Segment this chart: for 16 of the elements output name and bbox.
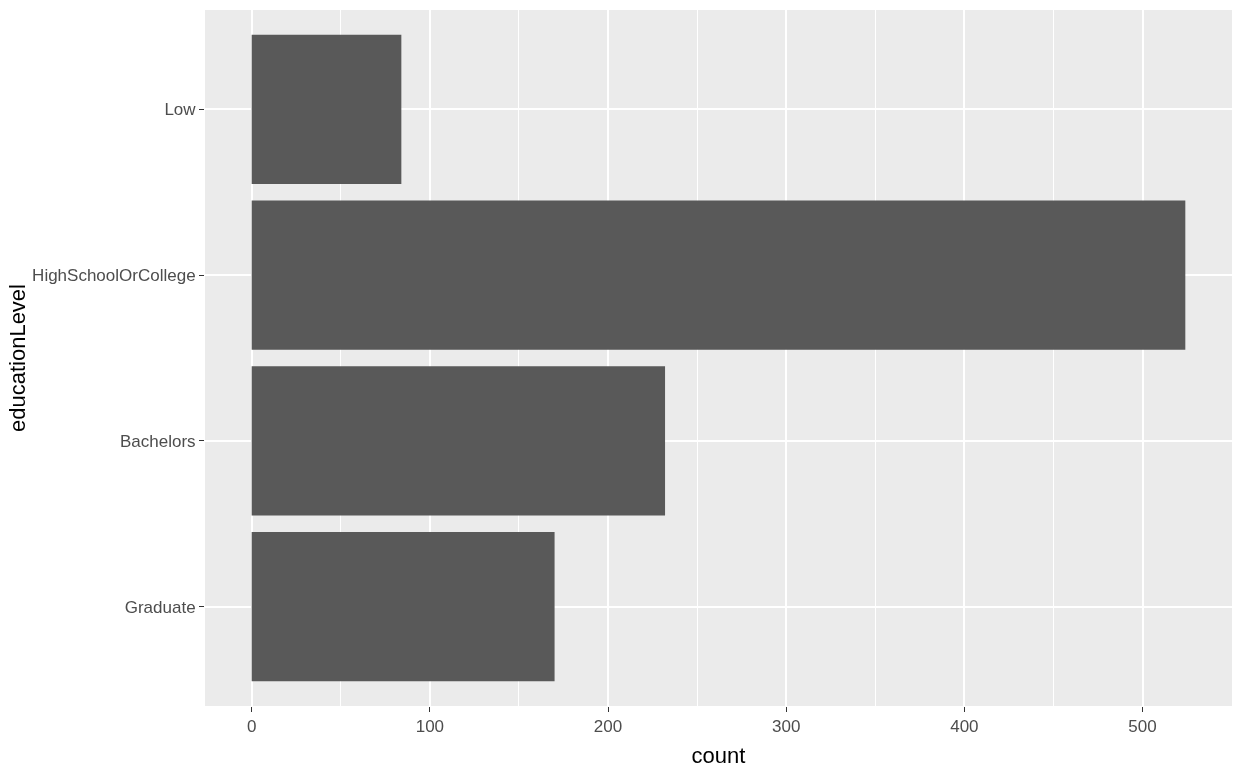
bar — [251, 34, 402, 184]
y-tick-label: Graduate — [124, 597, 196, 617]
y-tick-label: HighSchoolOrCollege — [32, 266, 196, 286]
x-tick-label: 500 — [1128, 717, 1157, 737]
x-tick-label: 300 — [772, 717, 801, 737]
y-tick-label: Bachelors — [119, 431, 196, 451]
x-tick-label: 100 — [415, 717, 445, 737]
bar — [251, 366, 666, 516]
x-tick-label: 400 — [950, 717, 979, 737]
x-axis-title: count — [691, 743, 746, 768]
bar — [251, 200, 1186, 350]
x-tick-label: 0 — [246, 717, 257, 737]
x-tick-label: 200 — [593, 717, 623, 737]
y-tick-label: Low — [164, 100, 197, 120]
bar — [251, 532, 555, 682]
y-axis-title: educationLevel — [5, 283, 31, 433]
